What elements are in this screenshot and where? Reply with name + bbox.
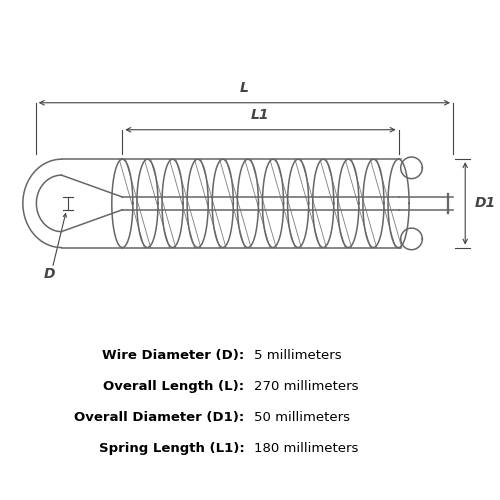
Text: D1: D1 xyxy=(475,196,496,210)
Text: Spring Length (L1):: Spring Length (L1): xyxy=(98,442,244,455)
Text: 270 millimeters: 270 millimeters xyxy=(254,380,358,393)
Text: L: L xyxy=(240,81,249,95)
Text: Overall Diameter (D1):: Overall Diameter (D1): xyxy=(74,411,244,424)
Text: 50 millimeters: 50 millimeters xyxy=(254,411,350,424)
Text: Overall Length (L):: Overall Length (L): xyxy=(103,380,245,393)
Text: 180 millimeters: 180 millimeters xyxy=(254,442,358,455)
Text: 5 millimeters: 5 millimeters xyxy=(254,349,342,362)
Text: Wire Diameter (D):: Wire Diameter (D): xyxy=(102,349,245,362)
Text: L1: L1 xyxy=(251,108,270,122)
Text: D: D xyxy=(44,267,56,281)
